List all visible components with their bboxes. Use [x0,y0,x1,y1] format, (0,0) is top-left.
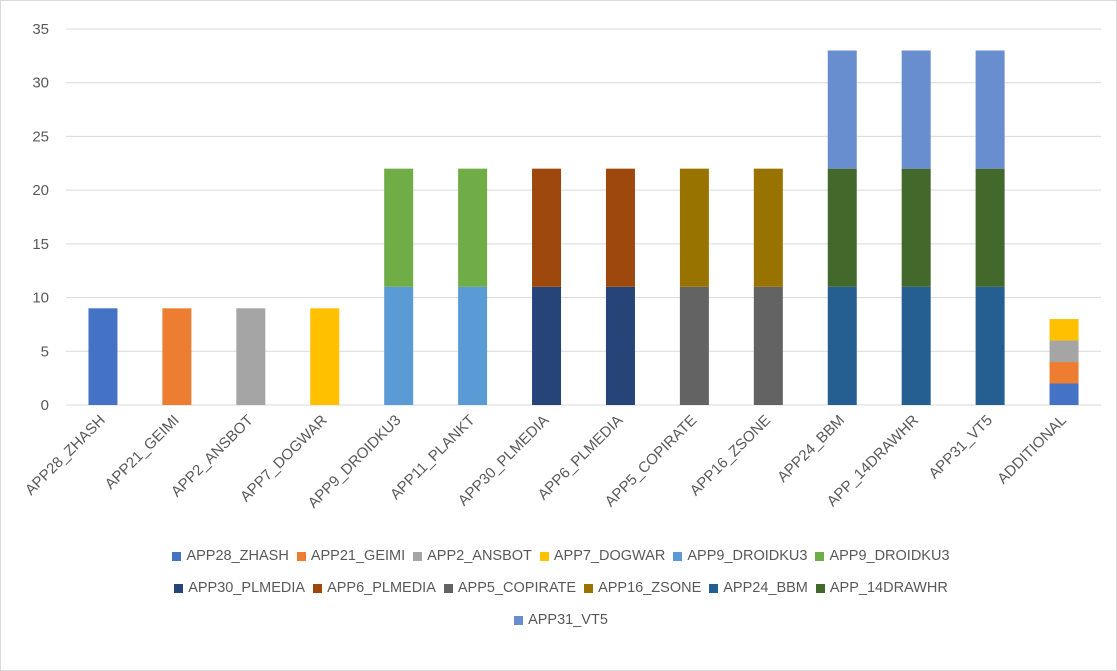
bar-segment [88,308,118,405]
y-tick-label: 10 [32,290,49,307]
bar-segment [1049,340,1079,363]
bar-segment [753,168,783,287]
y-tick-label: 30 [32,75,49,92]
x-tick-label: APP21_GEIMI [102,412,183,493]
legend-item: APP9_DROIDKU3 [673,544,807,568]
y-tick-label: 15 [32,236,49,253]
bars [88,50,1079,405]
bar-segment [458,168,488,287]
legend-label: APP9_DROIDKU3 [687,548,808,564]
y-tick-label: 20 [32,182,49,199]
bar-segment [975,50,1005,169]
legend-item: APP28_ZHASH [172,544,289,568]
legend-swatch [172,551,182,561]
legend-item: APP16_ZSONE [584,576,701,600]
bar-segment [310,308,340,405]
bar-segment [827,286,857,405]
legend-swatch [709,583,719,593]
legend-item: APP5_COPIRATE [443,576,577,600]
legend: APP28_ZHASH APP21_GEIMI APP2_ANSBOT APP7_DO… [151,544,971,632]
bar-segment [679,168,709,287]
legend-label: APP5_COPIRATE [457,580,577,596]
bar-segment [532,286,562,405]
legend-swatch [174,583,184,593]
legend-swatch [673,551,683,561]
legend-label: APP24_BBM [723,580,808,596]
y-tick-label: 5 [41,343,49,360]
bar-segment [162,308,192,405]
legend-swatch [815,583,825,593]
bar-segment [1049,319,1079,341]
legend-item: APP_14DRAWHR [815,576,948,600]
legend-swatch [443,583,453,593]
legend-label: APP21_GEIMI [310,548,406,564]
bar-segment [753,286,783,405]
legend-item: APP30_PLMEDIA [174,576,305,600]
y-tick-label: 25 [32,128,49,145]
legend-swatch [584,583,594,593]
x-tick-label: APP16_ZSONE [687,412,774,499]
legend-item: APP7_DOGWAR [539,544,666,568]
legend-swatch [539,551,549,561]
legend-swatch [413,551,423,561]
y-tick-label: 35 [32,21,49,38]
legend-label: APP31_VT5 [528,612,608,628]
bar-segment [458,286,488,405]
legend-label: APP7_DOGWAR [553,548,666,564]
legend-label: APP2_ANSBOT [427,548,532,564]
x-tick-label: APP28_ZHASH [22,412,109,499]
legend-swatch [815,551,825,561]
bar-segment [975,286,1005,405]
legend-label: APP30_PLMEDIA [188,580,306,596]
bar-segment [901,286,931,405]
x-tick-label: ADDITIONAL [994,412,1070,488]
x-tick-label: APP24_BBM [774,412,848,486]
bar-segment [1049,362,1079,384]
bar-segment [679,286,709,405]
bar-segment [605,168,635,287]
bar-segment [384,168,414,287]
x-tick-label: APP31_VT5 [926,412,996,482]
legend-label: APP16_ZSONE [598,580,702,596]
bar-segment [384,286,414,405]
bar-segment [827,50,857,169]
bar-segment [1049,383,1079,405]
legend-item: APP2_ANSBOT [413,544,532,568]
legend-label: APP6_PLMEDIA [327,580,436,596]
bar-segment [605,286,635,405]
x-axis-tick-labels: APP28_ZHASHAPP21_GEIMIAPP2_ANSBOTAPP7_DO… [22,412,1070,512]
legend-item: APP31_VT5 [514,608,608,632]
legend-label: APP9_DROIDKU3 [829,548,950,564]
legend-item: APP6_PLMEDIA [313,576,436,600]
bar-segment [975,168,1005,287]
legend-item: APP9_DROIDKU3 [815,544,950,568]
legend-swatch [313,583,323,593]
bar-segment [236,308,266,405]
bar-segment [901,168,931,287]
bar-segment [827,168,857,287]
legend-label: APP_14DRAWHR [829,580,948,596]
y-axis-tick-labels: 0 5 10 15 20 25 30 35 [32,21,49,414]
y-tick-label: 0 [41,397,49,414]
gridlines [66,28,1101,406]
bar-segment [901,50,931,169]
legend-swatch [296,551,306,561]
legend-label: APP28_ZHASH [186,548,289,564]
legend-item: APP21_GEIMI [296,544,406,568]
legend-swatch [514,615,524,625]
bar-segment [532,168,562,287]
legend-item: APP24_BBM [709,576,808,600]
